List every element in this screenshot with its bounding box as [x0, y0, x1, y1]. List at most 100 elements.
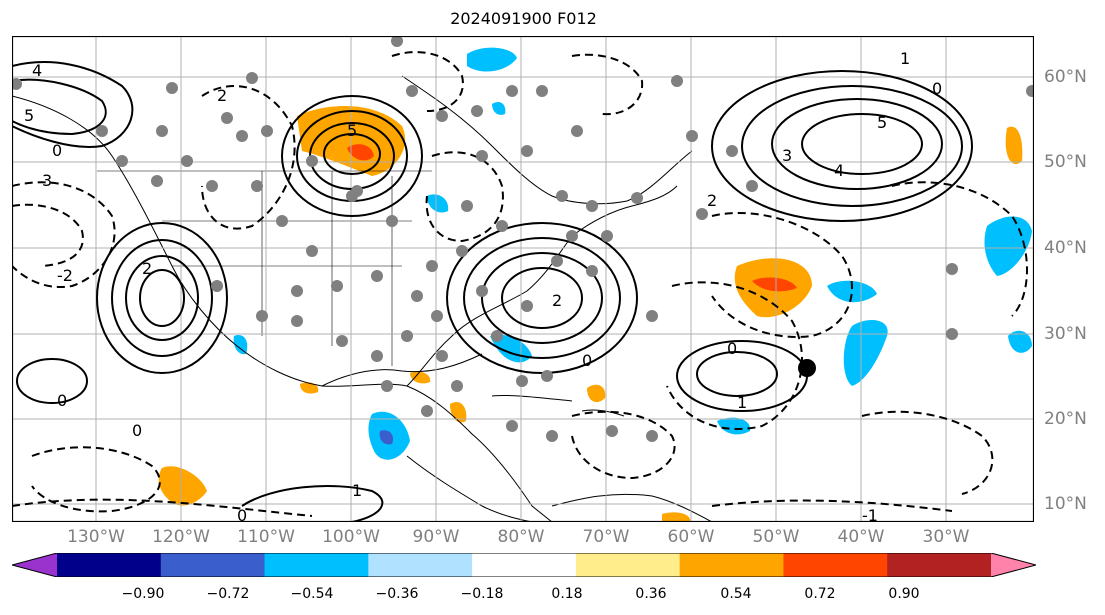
negative-contour [861, 410, 994, 495]
positive-contour [125, 255, 199, 341]
contour-label: 0 [727, 339, 737, 358]
positive-contour [323, 133, 381, 175]
contour-label: -2 [57, 266, 73, 285]
lon-label-130w: 130°W [67, 527, 125, 547]
positive-contour [696, 351, 778, 397]
lon-label-120w: 120°W [152, 527, 210, 547]
contour-label: 3 [42, 171, 52, 190]
colorbar-segment [368, 553, 473, 577]
positive-contour [12, 78, 107, 136]
positive-contour [12, 61, 134, 148]
positive-contour [741, 85, 963, 207]
colorbar-segments [12, 553, 1036, 577]
contour-label: 5 [347, 121, 357, 140]
contour-label: 2 [552, 291, 562, 310]
storm-center-marker [798, 359, 816, 377]
contour-label: 4 [834, 161, 844, 180]
negative-anomaly-patch [1008, 330, 1032, 353]
north-america-coast [12, 95, 553, 522]
colorbar-tick: 0.90 [888, 586, 920, 602]
negative-contour [12, 498, 313, 517]
colorbar-tick: −0.54 [290, 586, 334, 602]
lon-label-50w: 50°W [752, 527, 800, 547]
positive-contour [241, 485, 384, 522]
negative-contour [571, 53, 644, 116]
lon-label-40w: 40°W [837, 527, 885, 547]
lat-label-40n: 40°N [1044, 238, 1087, 258]
lat-label-20n: 20°N [1044, 409, 1087, 429]
positive-anomaly-patch [300, 382, 319, 394]
negative-contour [391, 51, 464, 112]
lon-label-60w: 60°W [667, 527, 715, 547]
negative-anomaly-patch [717, 417, 751, 435]
negative-contour [12, 203, 84, 267]
contour-label: -1 [862, 506, 878, 522]
positive-anomaly-patch [410, 371, 431, 384]
positive-contour [711, 70, 973, 222]
positive-contour [463, 237, 621, 359]
positive-anomaly-patch [158, 466, 207, 506]
negative-anomaly-patch [233, 335, 248, 355]
lon-label-100w: 100°W [322, 527, 380, 547]
colorbar-segment [160, 553, 266, 577]
contour-label: 0 [57, 391, 67, 410]
colorbar [12, 553, 1036, 577]
colorbar-segment [472, 553, 577, 577]
south-america-coast [551, 493, 713, 522]
contour-label: 0 [52, 141, 62, 160]
negative-anomaly-patch [843, 320, 888, 386]
negative-contour [711, 499, 953, 512]
lat-label-30n: 30°N [1044, 324, 1087, 344]
map-frame [12, 36, 1034, 522]
lon-label-80w: 80°W [497, 527, 545, 547]
negative-contour [425, 151, 504, 243]
contour-label: 5 [24, 106, 34, 125]
negative-anomaly-patch [492, 102, 506, 115]
map-title: 2024091900 F012 [450, 9, 597, 28]
negative-contour [12, 181, 116, 288]
negative-anomaly-patch [467, 47, 517, 72]
canada-coast [401, 75, 693, 205]
contour-label: 0 [132, 421, 142, 440]
contour-label: 0 [932, 79, 942, 98]
contour-label: 1 [352, 481, 362, 500]
colorbar-tick: −0.36 [375, 586, 419, 602]
lon-label-90w: 90°W [412, 527, 460, 547]
central-america-coast [406, 455, 533, 522]
contour-label: 4 [32, 61, 42, 80]
contour-label: 0 [582, 351, 592, 370]
observation-stations [12, 36, 1034, 442]
negative-anomaly-patch [827, 280, 877, 303]
weather-map: 4 5 2 5 5 3 4 0 1 0 1 0 1 0 0 2 2 0 3 0 … [12, 36, 1034, 522]
contour-label: 1 [737, 393, 747, 412]
colorbar-extend-high [991, 553, 1036, 577]
colorbar-tick: 0.54 [720, 586, 752, 602]
positive-contour [501, 267, 583, 329]
contour-label: 0 [237, 506, 247, 522]
colorbar-tick: 0.36 [635, 586, 667, 602]
contour-value-labels: 4 5 2 5 5 3 4 0 1 0 1 0 1 0 0 2 2 0 3 0 … [24, 49, 942, 522]
colorbar-tick: −0.90 [121, 586, 165, 602]
graticule [12, 36, 1034, 522]
lat-label-10n: 10°N [1044, 494, 1087, 514]
positive-contour [481, 252, 603, 344]
positive-anomaly-patch [587, 384, 606, 403]
negative-contour [711, 212, 853, 338]
contour-label: 2 [707, 191, 717, 210]
gulf-coast [321, 353, 483, 387]
negative-contour [201, 85, 296, 230]
positive-contour [111, 239, 213, 357]
positive-anomaly-patch [752, 277, 797, 292]
colorbar-tick: 0.18 [551, 586, 583, 602]
contour-label: 2 [217, 86, 227, 105]
lon-label-30w: 30°W [922, 527, 970, 547]
positive-contour [801, 113, 923, 175]
positive-contour [771, 98, 943, 190]
colorbar-tick: 0.72 [804, 586, 836, 602]
lat-label-60n: 60°N [1044, 67, 1087, 87]
lat-label-50n: 50°N [1044, 152, 1087, 172]
positive-anomaly-patch [347, 144, 374, 161]
contour-label: 2 [142, 259, 152, 278]
lon-label-110w: 110°W [237, 527, 295, 547]
colorbar-segment [57, 553, 162, 577]
